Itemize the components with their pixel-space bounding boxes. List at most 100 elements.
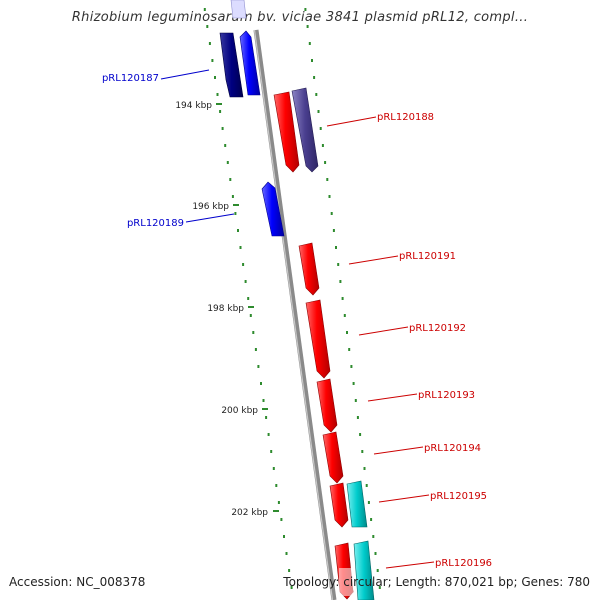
map-title: Rhizobium leguminosarum bv. viciae 3841 … — [71, 10, 529, 25]
leader-line — [326, 116, 377, 127]
tick-dot — [304, 8, 307, 11]
tick-dot — [348, 348, 351, 351]
gene-feature[interactable] — [261, 181, 285, 237]
tick-dot — [326, 178, 329, 181]
gene-feature[interactable] — [305, 299, 331, 379]
tick-dot — [359, 433, 362, 436]
backbone-line — [253, 29, 337, 600]
gene-feature[interactable] — [298, 242, 320, 296]
tick-dot — [257, 365, 260, 368]
tick-dot — [354, 399, 357, 402]
gene-feature[interactable] — [219, 32, 244, 98]
tick-dot — [224, 144, 227, 147]
tick-dot — [272, 467, 275, 470]
tick-dot — [367, 501, 370, 504]
gene-feature[interactable] — [353, 540, 375, 600]
gene-feature-overlay — [339, 568, 353, 596]
tick-dot — [315, 93, 318, 96]
tick-dot — [221, 127, 224, 130]
tick-dot — [365, 484, 368, 487]
tick-dot — [346, 331, 348, 334]
ruler-labels: 194 kbp 196 kbp 198 kbp 200 kbp 202 kbp — [175, 101, 279, 518]
tick-dot — [277, 501, 280, 504]
genes-reverse — [219, 0, 285, 237]
tick-dot — [283, 535, 285, 538]
tick-dot — [343, 314, 346, 317]
gene-label-pRL120195[interactable]: pRL120195 — [430, 491, 487, 502]
gene-label-pRL120192[interactable]: pRL120192 — [409, 323, 466, 334]
tick-dot — [247, 297, 250, 300]
tick-dot — [306, 25, 309, 28]
tick-dot — [350, 365, 353, 368]
gene-label-pRL120191[interactable]: pRL120191 — [399, 251, 456, 262]
tick-dot — [378, 586, 381, 589]
gene-feature[interactable] — [273, 91, 300, 173]
outer-tick-dots — [304, 8, 381, 589]
tick-dot — [335, 246, 337, 249]
tick-dot — [254, 348, 257, 351]
tick-dot — [370, 518, 373, 521]
tick-dot — [214, 76, 216, 79]
inner-tick-dots — [203, 8, 293, 589]
leader-line — [358, 326, 409, 336]
tick-dot — [206, 25, 209, 28]
tick-dot — [313, 76, 316, 79]
label-leaders — [160, 69, 435, 569]
tick-dot — [280, 518, 283, 521]
tick-dot — [288, 569, 291, 572]
ruler-label: 202 kbp — [231, 508, 268, 518]
tick-dot — [332, 229, 335, 232]
tick-dot — [324, 161, 327, 164]
tick-dot — [262, 399, 265, 402]
tick-dot — [363, 467, 366, 470]
tick-dot — [372, 535, 375, 538]
gene-feature[interactable] — [230, 0, 247, 19]
ruler-label: 198 kbp — [207, 304, 244, 314]
gene-labels: pRL120187 pRL120188 pRL120189 pRL120191 … — [102, 73, 492, 569]
leader-line — [378, 494, 430, 503]
tick-dot — [361, 450, 364, 453]
gene-feature[interactable] — [291, 87, 319, 173]
tick-dot — [356, 416, 359, 419]
tick-dot — [341, 297, 344, 300]
topology-summary: Topology: circular; Length: 870,021 bp; … — [283, 575, 590, 589]
tick-dot — [330, 212, 333, 215]
tick-dot — [321, 144, 324, 147]
backbone-highlight — [253, 29, 334, 600]
tick-dot — [265, 416, 268, 419]
tick-dot — [242, 263, 245, 266]
gene-label-pRL120187[interactable]: pRL120187 — [102, 73, 159, 84]
tick-dot — [237, 229, 239, 232]
gene-feature[interactable] — [239, 30, 261, 96]
gene-feature[interactable] — [316, 378, 338, 433]
gene-feature[interactable] — [329, 482, 349, 528]
leader-line — [367, 393, 418, 402]
tick-dot — [285, 552, 288, 555]
tick-dot — [244, 280, 247, 283]
tick-dot — [219, 110, 222, 113]
tick-dot — [376, 569, 379, 572]
tick-dot — [270, 450, 273, 453]
tick-dot — [211, 59, 214, 62]
gene-label-pRL120193[interactable]: pRL120193 — [418, 390, 475, 401]
genes-forward — [273, 87, 375, 600]
leader-line — [185, 213, 235, 223]
tick-dot — [311, 59, 313, 62]
tick-dot — [319, 127, 322, 130]
gene-label-pRL120194[interactable]: pRL120194 — [424, 443, 481, 454]
gene-feature[interactable] — [322, 431, 344, 484]
tick-dot — [337, 263, 340, 266]
tick-dot — [317, 110, 320, 113]
tick-dot — [328, 195, 331, 198]
gene-feature[interactable] — [346, 480, 368, 528]
gene-label-pRL120196[interactable]: pRL120196 — [435, 558, 492, 569]
tick-dot — [216, 93, 219, 96]
leader-line — [348, 255, 399, 265]
gene-label-pRL120188[interactable]: pRL120188 — [377, 112, 434, 123]
accession-text: Accession: NC_008378 — [9, 575, 146, 589]
gene-label-pRL120189[interactable]: pRL120189 — [127, 218, 184, 229]
ruler-label: 194 kbp — [175, 101, 212, 111]
tick-dot — [260, 382, 262, 385]
ruler-label: 200 kbp — [221, 406, 258, 416]
